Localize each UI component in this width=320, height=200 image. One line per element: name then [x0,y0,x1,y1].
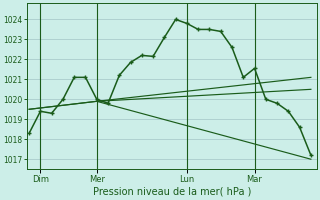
X-axis label: Pression niveau de la mer( hPa ): Pression niveau de la mer( hPa ) [92,187,251,197]
